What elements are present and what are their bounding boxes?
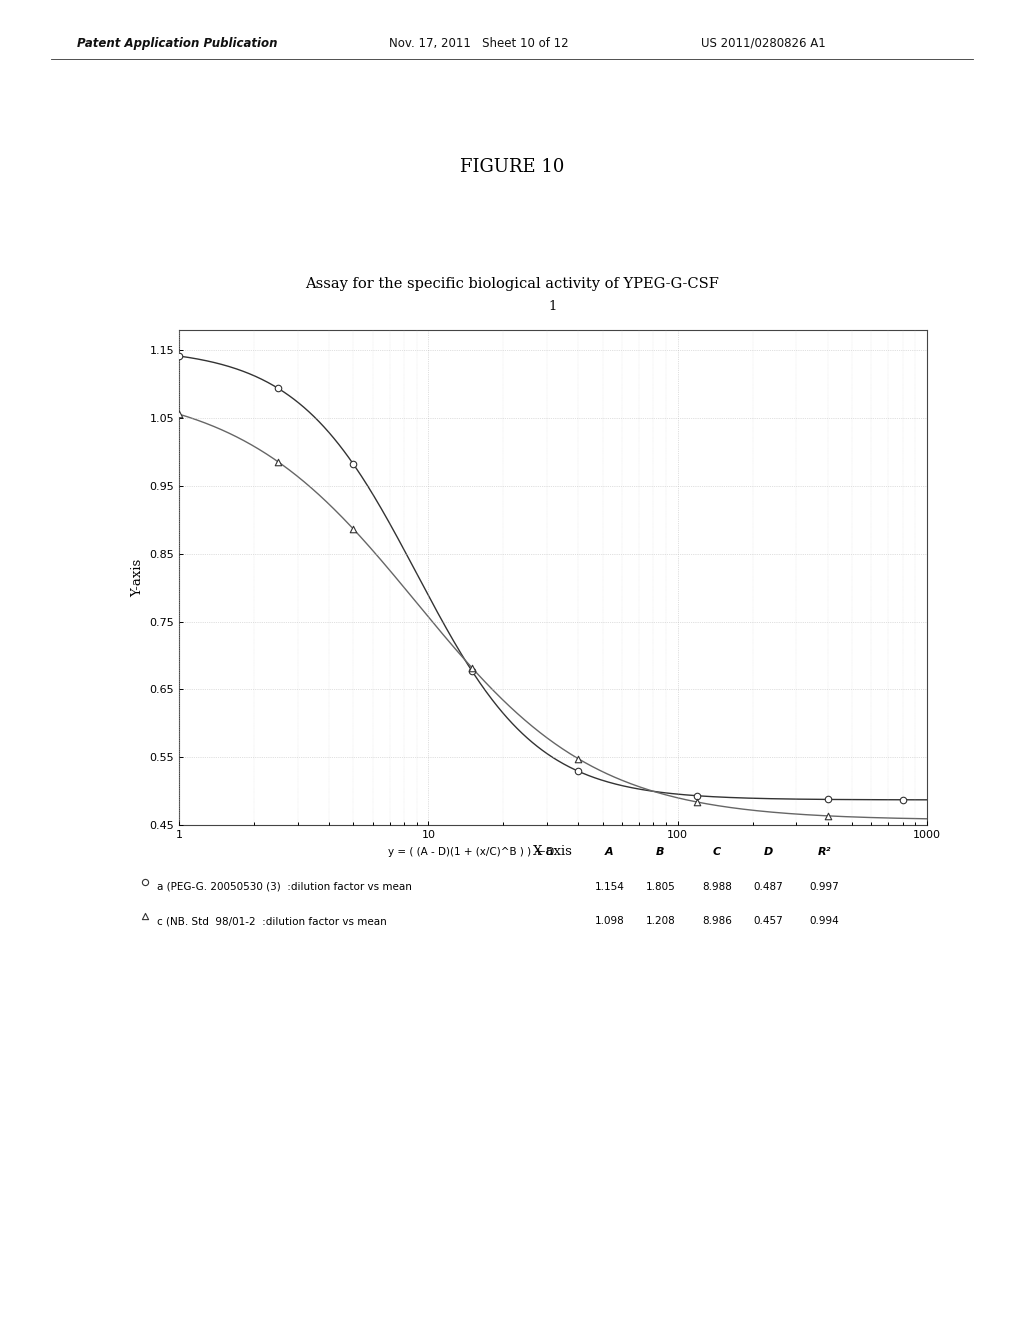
Text: Nov. 17, 2011   Sheet 10 of 12: Nov. 17, 2011 Sheet 10 of 12 — [389, 37, 568, 50]
Text: R²: R² — [817, 847, 831, 858]
Point — [137, 906, 154, 927]
Y-axis label: Y-axis: Y-axis — [131, 558, 144, 597]
Text: B: B — [656, 847, 665, 858]
Point — [819, 789, 836, 810]
Text: Assay for the specific biological activity of YPEG-G-CSF: Assay for the specific biological activi… — [305, 277, 719, 292]
Text: a (PEG-G. 20050530 (3)  :dilution factor vs mean: a (PEG-G. 20050530 (3) :dilution factor … — [157, 882, 412, 892]
Text: 1.098: 1.098 — [594, 916, 625, 927]
Point — [570, 748, 587, 770]
Text: 8.986: 8.986 — [701, 916, 732, 927]
Point — [270, 451, 287, 473]
Text: 1.208: 1.208 — [645, 916, 676, 927]
Point — [464, 657, 480, 678]
X-axis label: X-axis: X-axis — [534, 845, 572, 858]
Text: FIGURE 10: FIGURE 10 — [460, 158, 564, 177]
Point — [689, 785, 706, 807]
Text: US 2011/0280826 A1: US 2011/0280826 A1 — [701, 37, 826, 50]
Text: 0.457: 0.457 — [753, 916, 783, 927]
Text: 0.487: 0.487 — [753, 882, 783, 892]
Point — [137, 871, 154, 892]
Text: D: D — [763, 847, 773, 858]
Point — [171, 346, 187, 367]
Text: C: C — [713, 847, 721, 858]
Point — [894, 789, 910, 810]
Text: 1: 1 — [549, 300, 557, 313]
Point — [270, 378, 287, 399]
Text: 8.988: 8.988 — [701, 882, 732, 892]
Text: 0.997: 0.997 — [809, 882, 840, 892]
Text: 0.994: 0.994 — [809, 916, 840, 927]
Text: Patent Application Publication: Patent Application Publication — [77, 37, 278, 50]
Point — [345, 454, 361, 475]
Text: 1.805: 1.805 — [645, 882, 676, 892]
Text: c (NB. Std  98/01-2  :dilution factor vs mean: c (NB. Std 98/01-2 :dilution factor vs m… — [157, 916, 386, 927]
Point — [819, 805, 836, 826]
Point — [464, 661, 480, 682]
Text: A: A — [605, 847, 613, 858]
Point — [570, 760, 587, 781]
Text: 1.154: 1.154 — [594, 882, 625, 892]
Point — [689, 792, 706, 813]
Text: y = ( (A - D)(1 + (x/C)^B ) ) + D: y = ( (A - D)(1 + (x/C)^B ) ) + D — [388, 847, 554, 858]
Point — [345, 519, 361, 540]
Point — [171, 404, 187, 425]
